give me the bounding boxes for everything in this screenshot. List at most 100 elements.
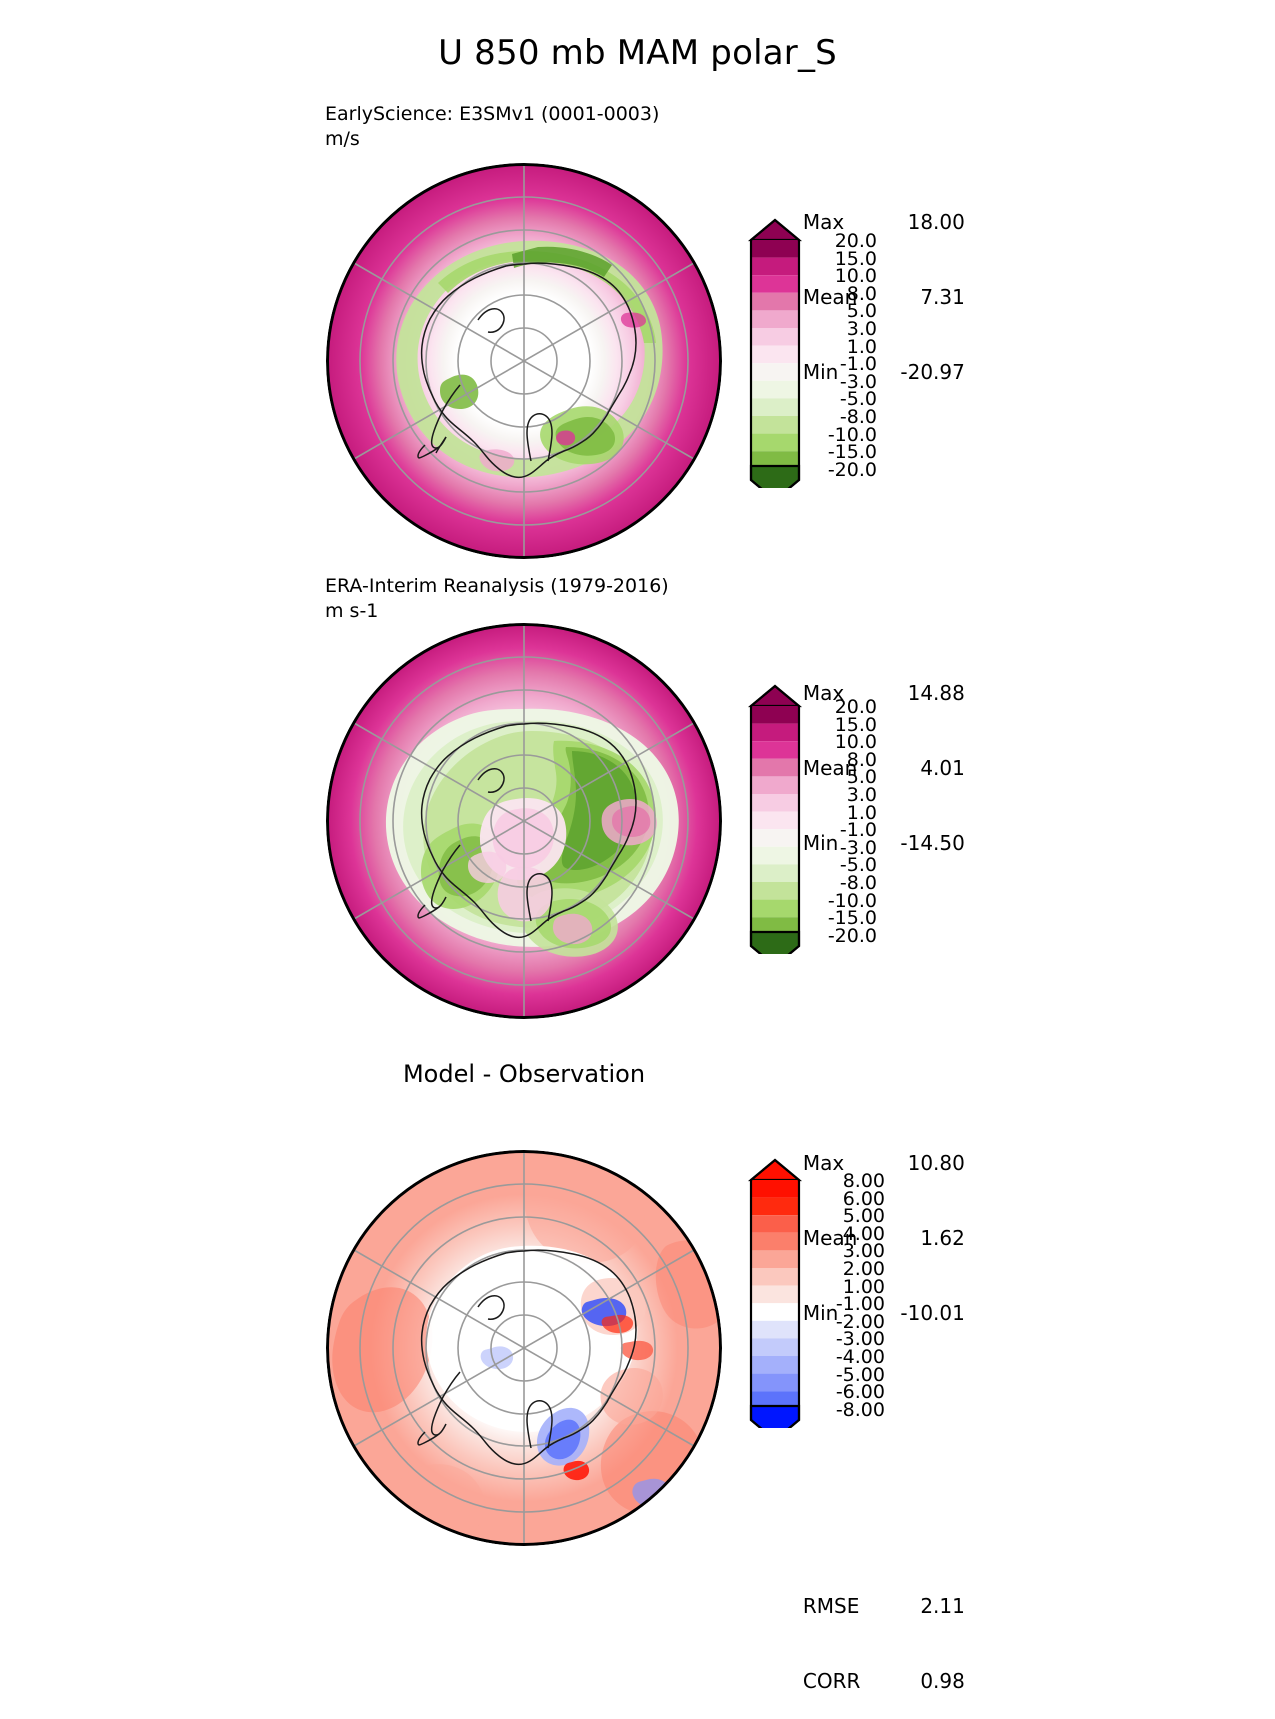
cbar-tick: -3.00 [835, 1328, 885, 1350]
cbar-tick: -15.0 [827, 907, 877, 929]
cbar-tick: 1.00 [842, 1276, 885, 1298]
cbar-tick: 3.0 [846, 784, 877, 806]
cbar-tick: -20.0 [827, 459, 877, 481]
stat-label: Mean [802, 285, 858, 309]
cbar-tick: -20.0 [827, 925, 877, 947]
stat-label: Max [802, 1151, 845, 1175]
metric-value: 2.11 [920, 1594, 965, 1618]
stat-label: Mean [802, 756, 858, 780]
cbar-tick: -1.0 [839, 819, 877, 841]
panel-observation-title: ERA-Interim Reanalysis (1979-2016) [325, 575, 669, 597]
cbar-tick: 20.0 [834, 696, 877, 718]
panel-difference-metrics: RMSE 2.11 CORR 0.98 [752, 1519, 965, 1719]
stat-row: Min -14.50 [752, 806, 965, 855]
metric-value: 0.98 [920, 1669, 965, 1693]
cbar-tick: 6.00 [842, 1188, 885, 1210]
cbar-tick: -3.0 [839, 371, 877, 393]
colorbar-model: 20.0 15.0 10.0 8.0 5.0 3.0 1.0 -1.0 -3.0… [747, 218, 877, 488]
cbar-tick: -5.0 [839, 388, 877, 410]
cbar-tick: 10.0 [834, 265, 877, 287]
cbar-tick: 20.0 [834, 230, 877, 252]
panel-observation-units: m s-1 [325, 600, 379, 622]
stat-value: 14.88 [907, 681, 965, 705]
cbar-tick: -15.0 [827, 441, 877, 463]
figure-title: U 850 mb MAM polar_S [438, 33, 837, 73]
metric-row: RMSE 2.11 [752, 1569, 965, 1618]
cbar-tick: -1.0 [839, 353, 877, 375]
polar-map-model-svg [327, 164, 721, 558]
cbar-tick: 4.00 [842, 1223, 885, 1245]
stat-label: Min [802, 360, 839, 384]
cbar-tick: 3.00 [842, 1240, 885, 1262]
stat-label: Min [802, 831, 839, 855]
stat-row: Min -10.01 [752, 1276, 965, 1325]
stat-label: Min [802, 1301, 839, 1325]
stat-label: Max [802, 681, 845, 705]
stat-value: 7.31 [920, 285, 965, 309]
cbar-tick: 1.0 [846, 336, 877, 358]
metric-label: CORR [802, 1669, 861, 1693]
cbar-tick: -8.0 [839, 872, 877, 894]
colorbar-model-swatches [747, 218, 803, 488]
cbar-tick: -10.0 [827, 890, 877, 912]
cbar-tick: 1.0 [846, 802, 877, 824]
metric-row: CORR 0.98 [752, 1644, 965, 1693]
cbar-tick: 8.0 [846, 749, 877, 771]
stat-value: 4.01 [920, 756, 965, 780]
stat-value: -10.01 [900, 1301, 965, 1325]
polar-map-observation [326, 623, 722, 1019]
panel-difference-stats: Max 10.80 Mean 1.62 Min -10.01 [752, 1076, 965, 1351]
panel-model-units: m/s [325, 128, 360, 150]
cbar-tick: -10.0 [827, 424, 877, 446]
polar-map-difference-svg [327, 1151, 721, 1545]
panel-observation-stats: Max 14.88 Mean 4.01 Min -14.50 [752, 606, 965, 881]
colorbar-difference-swatches [747, 1158, 803, 1428]
panel-model-stats: Max 18.00 Mean 7.31 Min -20.97 [752, 135, 965, 410]
cbar-tick: 2.00 [842, 1258, 885, 1280]
stat-label: Max [802, 210, 845, 234]
cbar-tick: -6.00 [835, 1381, 885, 1403]
polar-map-observation-svg [327, 624, 721, 1018]
stat-row: Mean 7.31 [752, 260, 965, 309]
stat-label: Mean [802, 1226, 858, 1250]
colorbar-difference-labels: 8.00 6.00 5.00 4.00 3.00 2.00 1.00 -1.00… [805, 1158, 885, 1428]
colorbar-observation-swatches [747, 684, 803, 954]
cbar-tick: -2.00 [835, 1311, 885, 1333]
stat-value: -20.97 [900, 360, 965, 384]
stat-value: 1.62 [920, 1226, 965, 1250]
cbar-tick: -4.00 [835, 1346, 885, 1368]
stat-row: Min -20.97 [752, 335, 965, 384]
polar-map-difference [326, 1150, 722, 1546]
colorbar-difference: 8.00 6.00 5.00 4.00 3.00 2.00 1.00 -1.00… [747, 1158, 885, 1428]
stat-row: Mean 4.01 [752, 731, 965, 780]
stat-value: 18.00 [907, 210, 965, 234]
colorbar-model-labels: 20.0 15.0 10.0 8.0 5.0 3.0 1.0 -1.0 -3.0… [805, 218, 877, 488]
cbar-tick: 5.00 [842, 1205, 885, 1227]
cbar-tick: 5.0 [846, 300, 877, 322]
cbar-tick: -1.00 [835, 1293, 885, 1315]
cbar-tick: -5.0 [839, 854, 877, 876]
cbar-tick: -5.00 [835, 1364, 885, 1386]
stat-row: Mean 1.62 [752, 1201, 965, 1250]
cbar-tick: -3.0 [839, 837, 877, 859]
cbar-tick: -8.0 [839, 406, 877, 428]
polar-map-model [326, 163, 722, 559]
figure-canvas: U 850 mb MAM polar_S EarlyScience: E3SMv… [325, 33, 965, 1693]
colorbar-observation-labels: 20.0 15.0 10.0 8.0 5.0 3.0 1.0 -1.0 -3.0… [805, 684, 877, 954]
cbar-tick: 8.00 [842, 1170, 885, 1192]
cbar-tick: 10.0 [834, 731, 877, 753]
colorbar-observation: 20.0 15.0 10.0 8.0 5.0 3.0 1.0 -1.0 -3.0… [747, 684, 877, 954]
panel-model-title: EarlyScience: E3SMv1 (0001-0003) [325, 103, 660, 125]
stat-row: Max 10.80 [752, 1126, 965, 1175]
cbar-tick: 8.0 [846, 283, 877, 305]
cbar-tick: 3.0 [846, 318, 877, 340]
stat-row: Max 14.88 [752, 656, 965, 705]
panel-difference-title: Model - Observation [402, 1060, 646, 1088]
cbar-tick: 15.0 [834, 714, 877, 736]
metric-label: RMSE [802, 1594, 860, 1618]
stat-row: Max 18.00 [752, 185, 965, 234]
stat-value: 10.80 [907, 1151, 965, 1175]
cbar-tick: 5.0 [846, 766, 877, 788]
cbar-tick: -8.00 [835, 1399, 885, 1421]
cbar-tick: 15.0 [834, 248, 877, 270]
